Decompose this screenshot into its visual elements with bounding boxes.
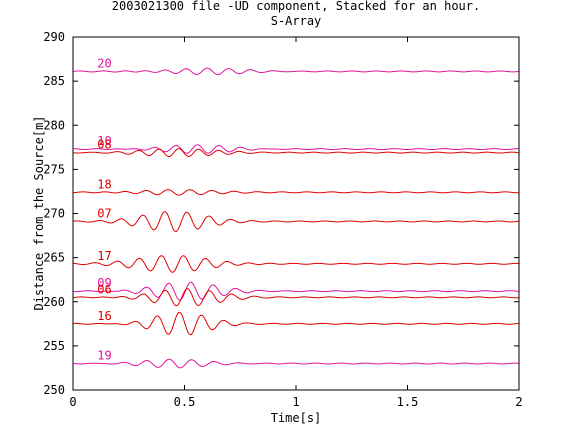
y-tick-label: 290 — [43, 30, 65, 44]
trace-line-18 — [72, 189, 520, 196]
trace-label-08: 08 — [97, 138, 111, 152]
trace-label-06: 06 — [97, 282, 111, 296]
trace-line-08 — [72, 148, 520, 157]
trace-label-18: 18 — [97, 177, 111, 191]
trace-line-06 — [72, 288, 520, 307]
x-tick-label: 1.5 — [397, 395, 419, 409]
trace-label-09: 09 — [97, 276, 111, 290]
plot-frame — [72, 36, 520, 391]
x-axis-label: Time[s] — [271, 411, 322, 425]
y-tick-label: 250 — [43, 383, 65, 397]
y-tick-label: 265 — [43, 251, 65, 265]
x-tick-label: 1 — [292, 395, 299, 409]
x-tick-label: 0 — [69, 395, 76, 409]
x-tick-label: 0.5 — [174, 395, 196, 409]
y-axis-label: Distance from the Source[m] — [32, 115, 46, 310]
x-axis-ticks: 0 0.5 1 1.5 2 — [69, 37, 523, 409]
y-tick-label: 255 — [43, 339, 65, 353]
trace-label-17: 17 — [97, 249, 111, 263]
y-tick-label: 280 — [43, 118, 65, 132]
trace-line-20 — [72, 67, 520, 76]
y-tick-label: 260 — [43, 295, 65, 309]
y-tick-label: 270 — [43, 207, 65, 221]
x-tick-label: 2 — [515, 395, 522, 409]
trace-label-20: 20 — [97, 56, 111, 70]
trace-line-07 — [72, 211, 520, 233]
trace-label-19: 19 — [97, 349, 111, 363]
trace-line-19 — [72, 358, 520, 369]
trace-line-17 — [72, 255, 520, 273]
trace-line-09 — [72, 281, 520, 301]
trace-label-16: 16 — [97, 309, 111, 323]
trace-label-07: 07 — [97, 206, 111, 220]
y-tick-label: 285 — [43, 74, 65, 88]
trace-group — [72, 67, 520, 369]
trace-line-10 — [72, 144, 519, 154]
trace-line-16 — [72, 311, 520, 336]
chart-subtitle: S-Array — [271, 14, 322, 28]
y-axis-ticks: 250 255 260 265 270 275 280 285 290 — [43, 30, 519, 397]
chart-title: 2003021300 file -UD component, Stacked f… — [112, 0, 480, 13]
trace-label-10: 10 — [97, 134, 111, 148]
y-tick-label: 275 — [43, 162, 65, 176]
